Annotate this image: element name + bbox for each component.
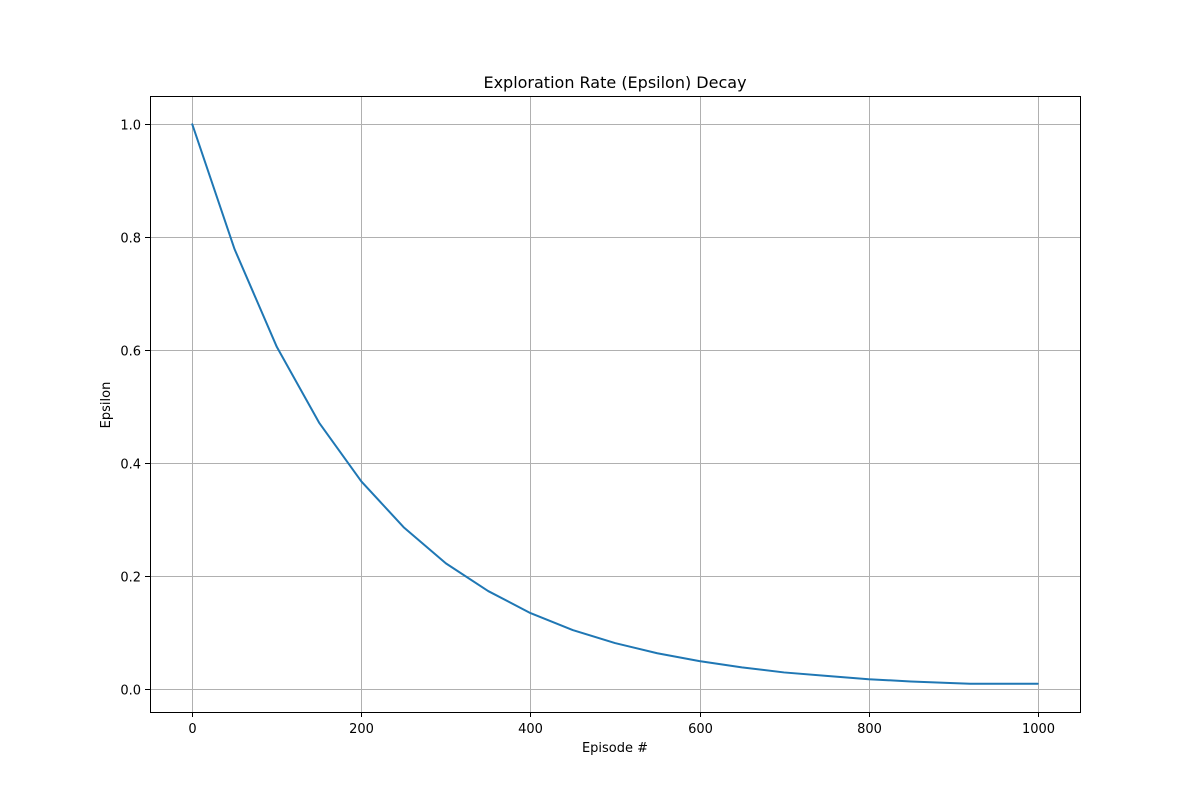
- y-axis-label: Epsilon: [99, 382, 114, 429]
- y-tick-label: 1.0: [120, 119, 141, 134]
- x-tick-label: 0: [188, 722, 196, 737]
- plot-frame: [150, 96, 1081, 713]
- y-tick-label: 0.6: [120, 345, 141, 360]
- y-tick-label: 0.8: [120, 232, 141, 247]
- x-tick-label: 600: [688, 722, 713, 737]
- chart-title: Exploration Rate (Epsilon) Decay: [483, 73, 746, 92]
- x-tick-label: 1000: [1022, 722, 1055, 737]
- epsilon-series-line: [191, 123, 1039, 685]
- y-tick-label: 0.0: [120, 684, 141, 699]
- x-tick-label: 200: [349, 722, 374, 737]
- y-tick-label: 0.4: [120, 458, 141, 473]
- x-axis-label: Episode #: [582, 741, 648, 756]
- grid: [150, 96, 1080, 712]
- axis-ticks: 0 200 400 600 800 1000 0.0 0.2 0.4 0.6 0.8 1.0: [120, 119, 1055, 738]
- x-tick-label: 400: [518, 722, 543, 737]
- series-layer: [191, 123, 1039, 685]
- x-tick-label: 800: [857, 722, 882, 737]
- y-tick-label: 0.2: [120, 571, 141, 586]
